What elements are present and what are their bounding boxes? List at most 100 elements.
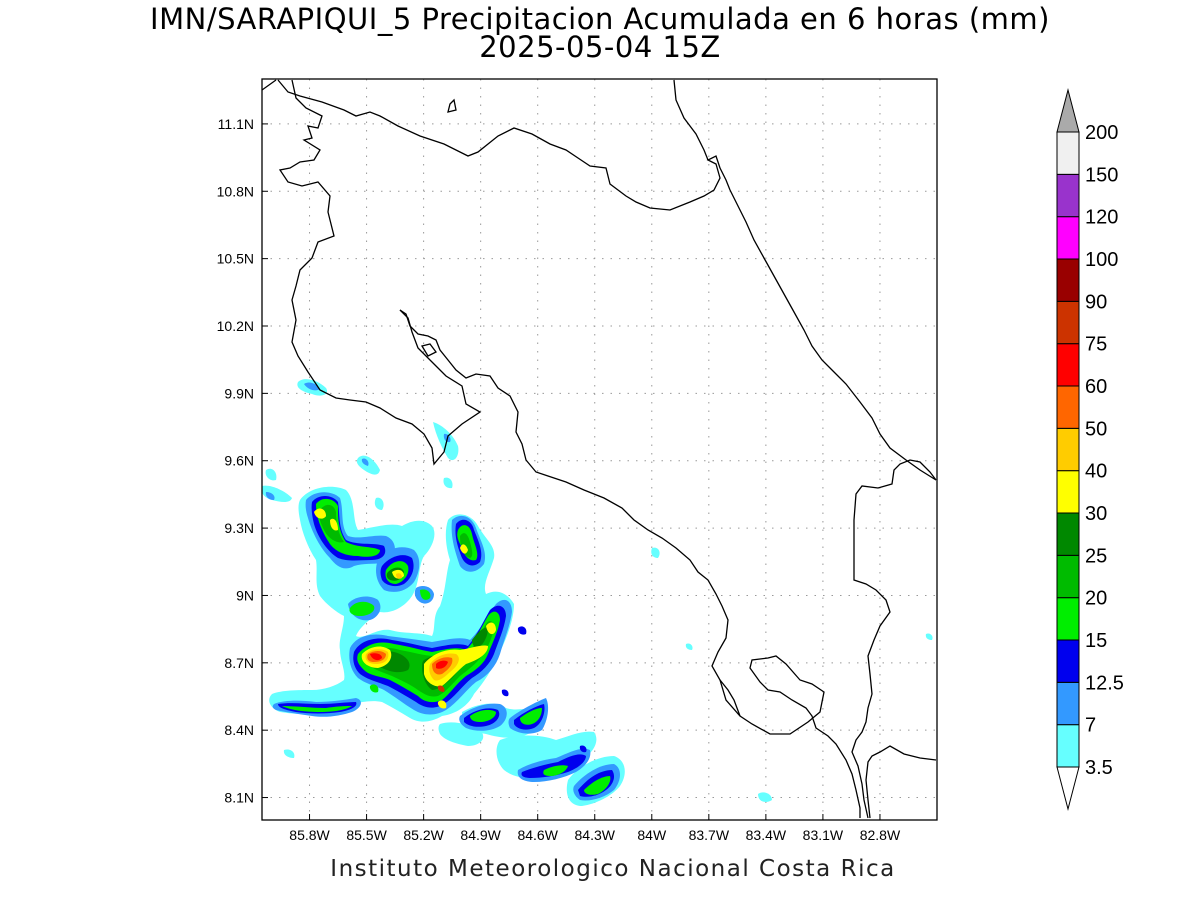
colorbar-swatch [1056,258,1080,302]
nicoya-gulf-inner [399,309,861,818]
map-title: IMN/SARAPIQUI_5 Precipitacion Acumulada … [150,2,1050,36]
precip-cell [356,455,380,475]
coastlines [262,79,937,819]
colorbar-label: 90 [1085,291,1107,313]
axis-labels: 11.1N 10.8N 10.5N 10.2N 9.9N 9.6N 9.3N 9N 8.7N 8.… [217,116,901,843]
precip-cell [433,422,459,461]
precip-cell [543,765,568,776]
colorbar-swatch [1056,300,1080,345]
panama-pacific-coast [865,745,937,819]
precip-cell [361,458,369,466]
osa-peninsula [719,679,741,717]
lon-tick-label: 83.7W [689,827,730,843]
precip-cell [437,685,445,692]
colorbar-swatch [1056,173,1080,218]
colorbar-label: 120 [1085,207,1118,229]
precip-cell [460,544,468,554]
precip-cell [460,533,473,558]
lon-tick-label: 84.3W [575,827,616,843]
nicoya-island [420,343,437,357]
colorbar: 3.5 7 12.5 15 20 25 30 40 50 60 75 90 100 120 150 200 [1056,88,1124,811]
colorbar-label: 30 [1085,503,1107,525]
footer-credit: Instituto Meteorologico Nacional Costa R… [330,856,896,882]
colorbar-swatch [1056,216,1080,260]
colorbar-label: 3.5 [1085,757,1113,779]
precip-cell [396,573,402,579]
precip-cell [265,468,277,481]
lon-tick-label: 84W [637,827,667,843]
colorbar-label: 100 [1085,249,1118,271]
colorbar-label: 7 [1085,715,1096,737]
colorbar-label: 150 [1085,164,1118,186]
colorbar-swatch [1056,427,1080,472]
lat-tick-label: 10.5N [217,251,254,267]
lat-tick-label: 9N [236,587,254,603]
precip-cell [470,709,496,722]
colorbar-over-triangle [1056,88,1080,133]
precip-cell [374,497,384,510]
colorbar-swatch [1056,512,1080,556]
small-island [447,98,457,113]
panama-border [851,459,937,819]
precip-cell [501,689,509,697]
grid-lines [262,79,937,820]
colorbar-label: 20 [1085,588,1107,610]
colorbar-label: 75 [1085,334,1107,356]
precip-cell [283,749,295,758]
precip-cell [420,589,431,600]
precip-cell [579,745,587,753]
lat-tick-label: 9.3N [224,520,254,536]
colorbar-swatch [1056,681,1080,726]
lat-tick-label: 8.4N [224,722,254,738]
lon-tick-label: 84.6W [517,827,558,843]
colorbar-swatch [1056,385,1080,429]
precip-cell [314,508,326,519]
precip-cell [443,477,453,489]
lon-tick-label: 85.5W [346,827,387,843]
precip-cell [265,492,275,500]
precip-cell [503,757,515,767]
precip-cell [330,518,338,531]
lon-tick-label: 83.4W [746,827,787,843]
precipitation-field [262,379,933,806]
lon-tick-label: 83.1W [803,827,844,843]
colorbar-swatch [1056,554,1080,599]
nicaragua-border [277,79,731,211]
lon-tick-label: 84.9W [460,827,501,843]
colorbar-label: 50 [1085,418,1107,440]
colorbar-swatch [1056,724,1080,768]
lat-tick-label: 10.8N [217,183,254,199]
precip-cell [520,708,542,725]
nicaragua-lake-shore [262,79,482,466]
lon-tick-label: 85.8W [289,827,330,843]
lat-tick-label: 11.1N [218,116,254,132]
precip-cell [304,382,320,391]
colorbar-under-triangle [1056,766,1080,811]
colorbar-label: 15 [1085,630,1107,652]
precip-cell [436,660,448,669]
precip-cell [517,626,527,635]
lat-tick-label: 10.2N [217,318,254,334]
colorbar-swatch [1056,131,1080,175]
lat-tick-label: 8.1N [224,790,254,806]
precip-cell [369,684,379,693]
precip-cell [472,627,488,648]
colorbar-label: 60 [1085,376,1107,398]
lon-tick-label: 85.2W [403,827,444,843]
plot-frame [261,78,938,821]
precip-cell [685,643,693,650]
lon-tick-label: 82.8W [860,827,901,843]
precip-cell [282,706,352,712]
precip-cell [496,731,597,778]
precip-cell [758,792,772,802]
precip-cell [584,776,611,795]
precip-cell [925,633,933,640]
colorbar-swatch [1056,639,1080,683]
colorbar-label: 12.5 [1085,672,1124,694]
precip-cell [437,700,447,709]
lat-tick-label: 9.6N [224,453,254,469]
map-valid-time: 2025-05-04 15Z [479,30,721,64]
precip-cell [486,622,496,635]
colorbar-label: 40 [1085,461,1107,483]
precip-cell [349,601,375,616]
